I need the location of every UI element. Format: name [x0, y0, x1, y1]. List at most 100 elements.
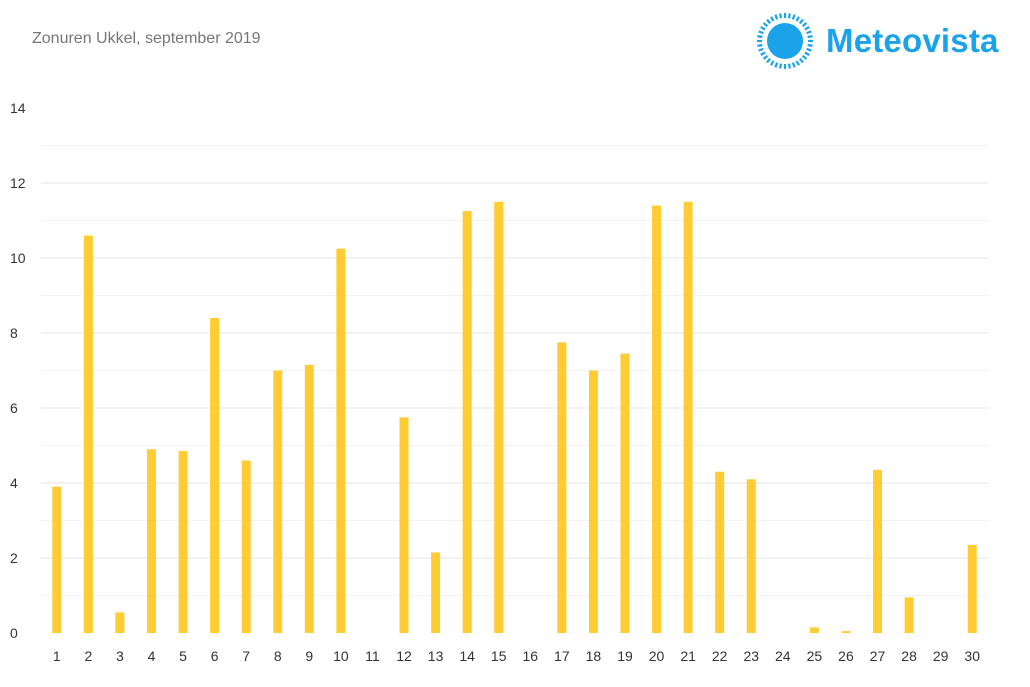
- bar: [683, 201, 693, 633]
- bar: [462, 211, 472, 633]
- x-tick-label: 12: [396, 648, 412, 664]
- sun-ray: [804, 26, 810, 31]
- bar: [904, 597, 914, 633]
- sun-ray: [787, 13, 791, 19]
- x-tick-label: 26: [838, 648, 854, 664]
- bar: [620, 353, 630, 633]
- sun-ray: [758, 30, 764, 35]
- x-tick-label: 4: [148, 648, 156, 664]
- x-tick-label: 2: [84, 648, 92, 664]
- bar: [588, 370, 598, 633]
- sun-ray: [766, 18, 772, 25]
- bar: [494, 201, 504, 633]
- sun-ray: [806, 30, 812, 35]
- bar: [873, 469, 883, 633]
- sun-ray: [795, 16, 800, 22]
- bar: [336, 248, 346, 633]
- x-tick-label: 28: [901, 648, 917, 664]
- bar: [83, 235, 93, 633]
- sun-ray: [779, 13, 783, 19]
- x-tick-label: 29: [933, 648, 949, 664]
- x-tick-label: 6: [211, 648, 219, 664]
- x-tick-label: 7: [242, 648, 250, 664]
- x-tick-label: 15: [491, 648, 507, 664]
- y-tick-label: 6: [10, 400, 18, 416]
- x-tick-label: 13: [428, 648, 444, 664]
- sun-ray: [807, 43, 813, 47]
- sun-ray: [801, 54, 808, 60]
- x-tick-label: 21: [680, 648, 696, 664]
- x-tick-label: 23: [743, 648, 759, 664]
- sun-ray: [791, 62, 796, 68]
- sun-ray: [757, 43, 763, 47]
- sun-ray: [798, 57, 804, 64]
- x-tick-label: 27: [870, 648, 886, 664]
- bar: [557, 342, 567, 633]
- bar: [652, 205, 662, 633]
- sun-ray: [770, 60, 775, 66]
- sun-ray: [757, 35, 763, 39]
- bar: [746, 479, 756, 633]
- y-tick-label: 10: [10, 250, 26, 266]
- bar: [178, 451, 188, 633]
- chart-title: Zonuren Ukkel, september 2019: [32, 30, 261, 47]
- bar: [210, 318, 220, 633]
- x-tick-label: 5: [179, 648, 187, 664]
- bar: [304, 364, 314, 633]
- bar: [241, 460, 251, 633]
- sun-icon: [757, 13, 813, 69]
- x-tick-label: 8: [274, 648, 282, 664]
- bar: [273, 370, 283, 633]
- x-tick-label: 24: [775, 648, 791, 664]
- x-tick-label: 17: [554, 648, 570, 664]
- x-tick-label: 18: [586, 648, 602, 664]
- x-tick-label: 14: [459, 648, 475, 664]
- sun-ray: [798, 18, 804, 25]
- bar: [52, 486, 62, 633]
- bar: [399, 417, 409, 633]
- y-tick-label: 2: [10, 550, 18, 566]
- x-tick-label: 1: [53, 648, 61, 664]
- sun-ray: [760, 26, 766, 31]
- sun-ray: [762, 54, 769, 60]
- x-tick-label: 19: [617, 648, 633, 664]
- sun-ray: [787, 63, 791, 69]
- sun-ray: [795, 60, 800, 66]
- sun-ray: [791, 14, 796, 20]
- bar: [715, 471, 725, 633]
- x-tick-label: 10: [333, 648, 349, 664]
- bar: [841, 631, 851, 633]
- sun-ray: [807, 35, 813, 39]
- y-tick-label: 4: [10, 475, 18, 491]
- brand-name: Meteovista: [826, 22, 999, 59]
- sun-core: [767, 23, 803, 59]
- y-tick-label: 12: [10, 175, 26, 191]
- x-tick-label: 20: [649, 648, 665, 664]
- bar: [809, 627, 819, 633]
- sun-ray: [758, 47, 764, 52]
- x-tick-label: 22: [712, 648, 728, 664]
- sun-ray: [760, 51, 766, 56]
- sun-ray: [762, 22, 769, 28]
- y-tick-label: 0: [10, 625, 18, 641]
- sun-ray: [774, 14, 779, 20]
- y-tick-label: 8: [10, 325, 18, 341]
- brand-logo[interactable]: Meteovista: [754, 8, 999, 74]
- sun-ray: [801, 22, 808, 28]
- bar: [967, 544, 977, 633]
- bar: [431, 552, 441, 633]
- x-tick-label: 9: [305, 648, 313, 664]
- sun-ray: [770, 16, 775, 22]
- bar: [115, 612, 125, 633]
- sun-ray: [766, 57, 772, 64]
- x-tick-label: 11: [365, 648, 380, 664]
- sun-ray: [804, 51, 810, 56]
- sun-ray: [774, 62, 779, 68]
- x-tick-label: 30: [964, 648, 980, 664]
- y-tick-label: 14: [10, 100, 26, 116]
- x-tick-label: 3: [116, 648, 124, 664]
- bar: [146, 449, 156, 633]
- x-tick-label: 25: [807, 648, 823, 664]
- sun-ray: [806, 47, 812, 52]
